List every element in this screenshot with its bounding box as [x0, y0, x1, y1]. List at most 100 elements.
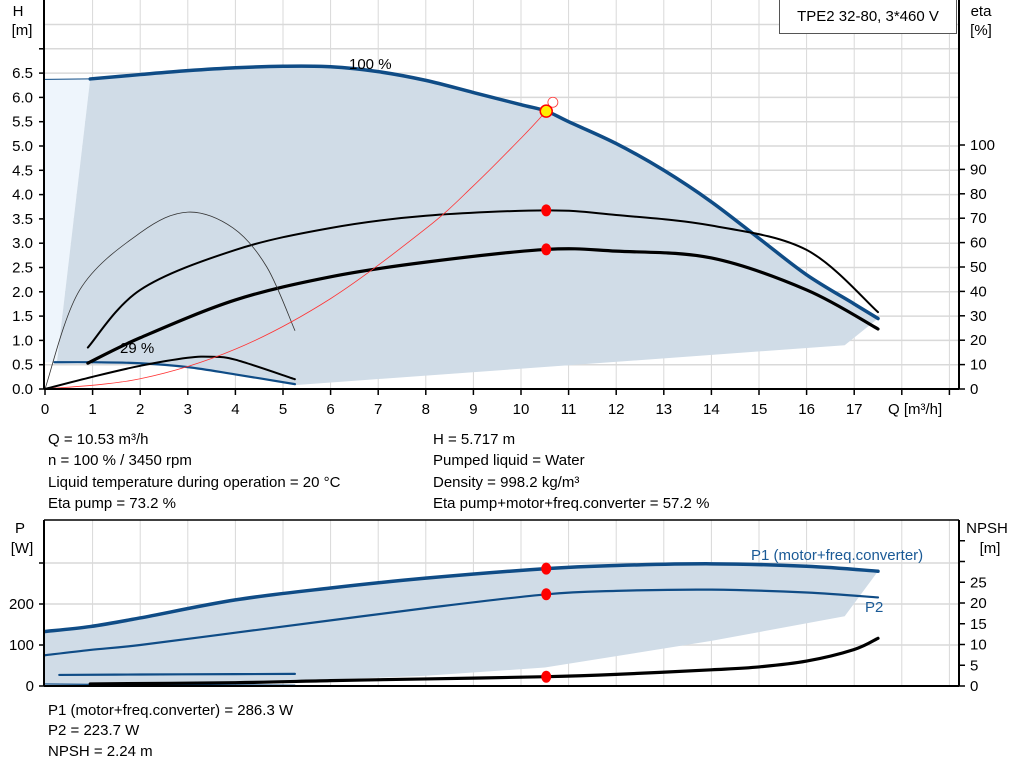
info-h: H = 5.717 m — [433, 431, 516, 448]
top-axes: 0 1 2 3 4 5 6 7 8 9 10 11 12 13 14 15 16 170.00.51.01.52.… — [12, 0, 995, 418]
y-tick-label-left: 1.5 — [12, 308, 33, 325]
y-tick-label-right: 20 — [970, 595, 987, 612]
y-tick-label-left: 4.0 — [12, 187, 33, 204]
pump-title: TPE2 32-80, 3*460 V — [779, 0, 957, 34]
y-tick-label-right: 20 — [970, 332, 987, 349]
y-tick-label-right: 15 — [970, 616, 987, 633]
operating-point-marker — [541, 562, 552, 575]
y-tick-label-right: 60 — [970, 235, 987, 252]
y-tick-label-right: 10 — [970, 357, 987, 374]
y-left-label-bottom: P — [15, 520, 25, 537]
curve-eta_pump — [86, 209, 879, 349]
curve-system — [44, 101, 554, 390]
x-tick-label: 4 — [231, 401, 239, 418]
y-right-unit-top: [%] — [970, 22, 992, 39]
info-p2: P2 = 223.7 W — [48, 722, 140, 739]
x-tick-label: 13 — [655, 401, 672, 418]
info-npsh: NPSH = 2.24 m — [48, 743, 153, 760]
x-tick-label: 14 — [703, 401, 720, 418]
y-tick-label-right: 40 — [970, 283, 987, 300]
top-operating-range — [45, 66, 878, 386]
curve-h100 — [88, 64, 880, 321]
operating-point-marker — [541, 243, 552, 256]
curve-eta_pump_min — [44, 211, 296, 390]
info-eta-pump: Eta pump = 73.2 % — [48, 495, 176, 512]
x-tick-label: 12 — [608, 401, 625, 418]
operating-range-area — [56, 66, 878, 386]
x-tick-label: 2 — [136, 401, 144, 418]
x-tick-label: 17 — [846, 401, 863, 418]
y-right-label-top: eta — [971, 3, 993, 20]
top-curves — [44, 64, 880, 390]
info-p1: P1 (motor+freq.converter) = 286.3 W — [48, 702, 294, 719]
y-tick-label-left: 2.5 — [12, 260, 33, 277]
x-tick-label: 10 — [513, 401, 530, 418]
y-tick-label-left: 5.5 — [12, 114, 33, 131]
info-eta-total: Eta pump+motor+freq.converter = 57.2 % — [433, 495, 710, 512]
bottom-operating-range — [45, 564, 878, 686]
curve-p1_min — [58, 672, 296, 677]
operating-point-marker — [541, 588, 552, 601]
y-tick-label-left: 100 — [9, 637, 34, 654]
info-liquid: Pumped liquid = Water — [433, 452, 585, 469]
legend-p2: P2 — [865, 599, 883, 616]
y-tick-label-left: 0 — [26, 678, 34, 695]
y-left-unit-bottom: [W] — [11, 540, 34, 557]
operating-point-marker — [541, 204, 552, 217]
y-left-unit-top: [m] — [12, 22, 33, 39]
y-tick-label-right: 25 — [970, 574, 987, 591]
y-tick-label-left: 1.0 — [12, 332, 33, 349]
max-speed-label: 100 % — [349, 56, 392, 73]
y-tick-label-right: 50 — [970, 259, 987, 276]
y-tick-label-right: 0 — [970, 678, 978, 695]
y-tick-label-right: 10 — [970, 637, 987, 654]
info-n: n = 100 % / 3450 rpm — [48, 452, 192, 469]
y-tick-label-left: 0.0 — [12, 381, 33, 398]
y-tick-label-left: 6.0 — [12, 89, 33, 106]
y-tick-label-left: 200 — [9, 596, 34, 613]
y-left-label-top: H — [13, 3, 24, 20]
x-tick-label: 15 — [751, 401, 768, 418]
info-temp: Liquid temperature during operation = 20… — [48, 474, 341, 491]
y-tick-label-left: 3.5 — [12, 211, 33, 228]
curve-eta_total — [86, 247, 880, 365]
x-tick-label: 16 — [798, 401, 815, 418]
y-tick-label-left: 6.5 — [12, 65, 33, 82]
info-q: Q = 10.53 m³/h — [48, 431, 149, 448]
x-tick-label: 11 — [561, 401, 577, 418]
y-tick-label-left: 0.5 — [12, 357, 33, 374]
x-tick-label: 8 — [422, 401, 430, 418]
x-tick-label: 0 — [41, 401, 49, 418]
curve-npsh — [88, 636, 880, 686]
operating-point-marker — [541, 670, 552, 683]
y-right-unit-bottom: [m] — [980, 540, 1001, 557]
legend-p1: P1 (motor+freq.converter) — [751, 547, 923, 564]
x-tick-label: 7 — [374, 401, 382, 418]
info-density: Density = 998.2 kg/m³ — [433, 474, 580, 491]
operating-range-area — [45, 564, 878, 686]
y-tick-label-right: 0 — [970, 381, 978, 398]
y-tick-label-left: 4.5 — [12, 162, 33, 179]
y-tick-label-right: 80 — [970, 186, 987, 203]
y-tick-label-right: 100 — [970, 137, 995, 154]
requested-duty-point — [547, 96, 559, 108]
y-tick-label-right: 30 — [970, 308, 987, 325]
x-tick-label: 1 — [88, 401, 96, 418]
y-tick-label-left: 2.0 — [12, 284, 33, 301]
operating-range-extension — [45, 79, 91, 363]
y-tick-label-right: 90 — [970, 161, 987, 178]
x-axis-label: Q [m³/h] — [888, 401, 942, 418]
curve-p2 — [43, 588, 880, 657]
y-tick-label-left: 5.0 — [12, 138, 33, 155]
y-right-label-bottom: NPSH — [966, 520, 1008, 537]
duty-point-marker — [539, 104, 553, 118]
y-tick-label-left: 3.0 — [12, 235, 33, 252]
x-tick-label: 3 — [184, 401, 192, 418]
x-tick-label: 5 — [279, 401, 287, 418]
min-speed-label: 29 % — [120, 340, 154, 357]
curve-eta_total_min — [44, 355, 296, 390]
x-tick-label: 9 — [469, 401, 477, 418]
y-tick-label-right: 5 — [970, 657, 978, 674]
y-tick-label-right: 70 — [970, 210, 987, 227]
